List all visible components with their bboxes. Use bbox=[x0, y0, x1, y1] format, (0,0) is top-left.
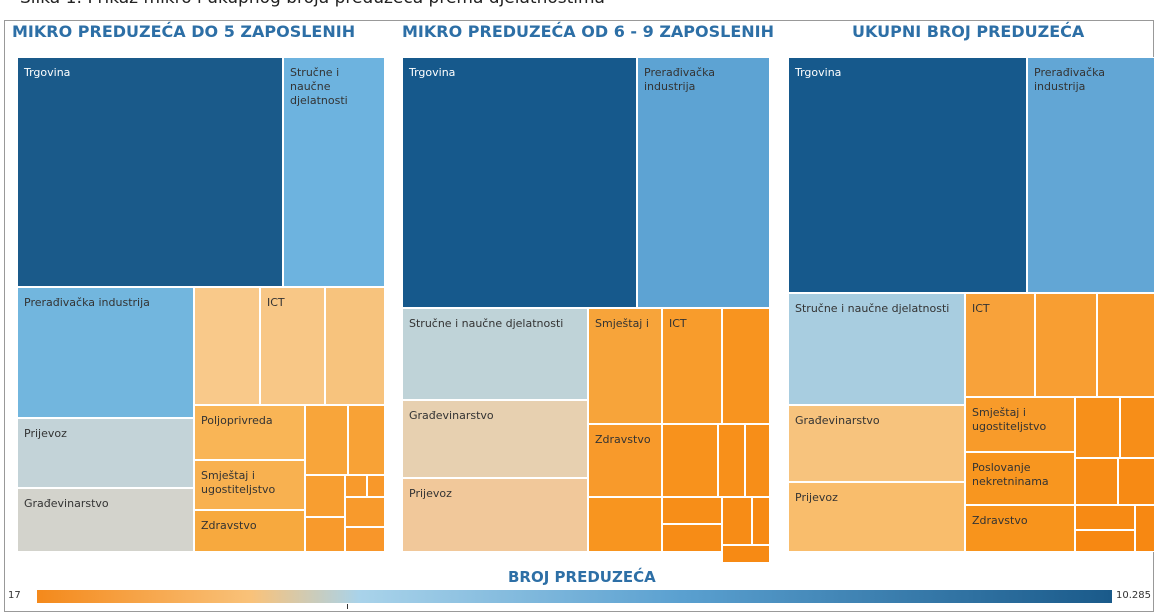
legend-max: 10.285 bbox=[1116, 590, 1151, 601]
tile-label: Poljoprivreda bbox=[201, 414, 273, 427]
treemap-tile bbox=[662, 524, 722, 552]
treemap-tile bbox=[1120, 397, 1155, 458]
treemap-tile: Zdravstvo bbox=[588, 424, 662, 497]
tile-label: Zdravstvo bbox=[201, 519, 257, 532]
treemap-tile bbox=[662, 497, 722, 524]
treemap-tile: Prijevoz bbox=[788, 482, 965, 552]
tile-label: Stručne i naučne djelatnosti bbox=[290, 66, 348, 107]
treemap-tile: Građevinarstvo bbox=[788, 405, 965, 482]
treemap-tile: Građevinarstvo bbox=[17, 488, 194, 552]
tile-label: Prerađivačka industrija bbox=[644, 66, 716, 93]
treemap-tile bbox=[722, 497, 752, 545]
treemap-tile bbox=[345, 497, 385, 527]
treemap-tile: Zdravstvo bbox=[194, 510, 305, 552]
tile-label: ICT bbox=[267, 296, 285, 309]
treemap-tile bbox=[1097, 293, 1155, 397]
treemap-tile: Poljoprivreda bbox=[194, 405, 305, 460]
treemap-tile bbox=[588, 497, 662, 552]
tile-label: Poslovanje nekretninama bbox=[972, 461, 1049, 488]
treemap-tile: Prerađivačka industrija bbox=[637, 57, 770, 308]
treemap-tile bbox=[662, 424, 718, 497]
treemap-tile bbox=[325, 287, 385, 405]
tile-label: ICT bbox=[669, 317, 687, 330]
treemap-tile: Trgovina bbox=[17, 57, 283, 287]
tile-label: Prerađivačka industrija bbox=[1034, 66, 1106, 93]
treemap-tile bbox=[752, 497, 770, 545]
tile-label: Prerađivačka industrija bbox=[24, 296, 150, 309]
tile-label: Zdravstvo bbox=[595, 433, 651, 446]
treemap-tile bbox=[1075, 505, 1135, 530]
treemap-tile: Smještaj i bbox=[588, 308, 662, 424]
tile-label: Građevinarstvo bbox=[24, 497, 109, 510]
treemap-tile bbox=[305, 475, 345, 517]
treemap-tile bbox=[1075, 397, 1120, 458]
tile-label: Trgovina bbox=[24, 66, 71, 79]
treemap-tile: ICT bbox=[662, 308, 722, 424]
tile-label: Prijevoz bbox=[409, 487, 452, 500]
treemap-tile bbox=[1035, 293, 1097, 397]
tile-label: ICT bbox=[972, 302, 990, 315]
treemap-tile: Stručne i naučne djelatnosti bbox=[788, 293, 965, 405]
tile-label: Trgovina bbox=[795, 66, 842, 79]
treemap-tile bbox=[1118, 458, 1155, 505]
treemap-tile: ICT bbox=[260, 287, 325, 405]
tile-label: Trgovina bbox=[409, 66, 456, 79]
panel-title: MIKRO PREDUZEĆA OD 6 - 9 ZAPOSLENIH bbox=[402, 22, 775, 41]
treemap-tile: Stručne i naučne djelatnosti bbox=[402, 308, 588, 400]
treemap-tile bbox=[345, 475, 367, 497]
treemap-tile bbox=[1135, 505, 1155, 552]
tile-label: Smještaj i ugostiteljstvo bbox=[201, 469, 276, 496]
treemap-tile bbox=[745, 424, 770, 497]
treemap-tile bbox=[722, 308, 770, 424]
tile-label: Prijevoz bbox=[24, 427, 67, 440]
treemap-tile bbox=[367, 475, 385, 497]
treemap-tile bbox=[305, 517, 345, 552]
tile-label: Zdravstvo bbox=[972, 514, 1028, 527]
treemap-tile: Građevinarstvo bbox=[402, 400, 588, 478]
treemap-tile: Prerađivačka industrija bbox=[17, 287, 194, 418]
tile-label: Građevinarstvo bbox=[795, 414, 880, 427]
tile-label: Prijevoz bbox=[795, 491, 838, 504]
treemap-tile bbox=[348, 405, 385, 475]
treemap-tile: ICT bbox=[965, 293, 1035, 397]
treemap-tile: Smještaj i ugostiteljstvo bbox=[965, 397, 1075, 452]
tile-label: Građevinarstvo bbox=[409, 409, 494, 422]
treemap-tile bbox=[1075, 530, 1135, 552]
tile-label: Stručne i naučne djelatnosti bbox=[795, 302, 950, 315]
tile-label: Stručne i naučne djelatnosti bbox=[409, 317, 564, 330]
treemap-tile bbox=[718, 424, 745, 497]
treemap-tile bbox=[345, 527, 385, 552]
treemap-tile: Prijevoz bbox=[17, 418, 194, 488]
treemap-tile: Trgovina bbox=[402, 57, 637, 308]
panel-title: MIKRO PREDUZEĆA DO 5 ZAPOSLENIH bbox=[12, 22, 356, 41]
legend-min: 17 bbox=[8, 590, 21, 601]
tile-label: Smještaj i ugostiteljstvo bbox=[972, 406, 1047, 433]
panel-title: UKUPNI BROJ PREDUZEĆA bbox=[852, 22, 1085, 41]
treemap-tile: Trgovina bbox=[788, 57, 1027, 293]
treemap-tile bbox=[305, 405, 348, 475]
color-legend bbox=[37, 590, 1112, 603]
tile-label: Smještaj i bbox=[595, 317, 649, 330]
legend-tick bbox=[347, 604, 348, 609]
treemap-tile: Stručne i naučne djelatnosti bbox=[283, 57, 385, 287]
treemap-tile: Prijevoz bbox=[402, 478, 588, 552]
treemap-tile: Prerađivačka industrija bbox=[1027, 57, 1155, 293]
treemap-tile bbox=[722, 545, 770, 563]
treemap-tile: Poslovanje nekretninama bbox=[965, 452, 1075, 505]
treemap-tile: Smještaj i ugostiteljstvo bbox=[194, 460, 305, 510]
legend-title: BROJ PREDUZEĆA bbox=[508, 568, 656, 586]
treemap-tile bbox=[194, 287, 260, 405]
treemap-tile bbox=[1075, 458, 1118, 505]
treemap-tile: Zdravstvo bbox=[965, 505, 1075, 552]
caption: Slika 1: Prikaz mikro i ukupnog broja pr… bbox=[20, 0, 605, 8]
